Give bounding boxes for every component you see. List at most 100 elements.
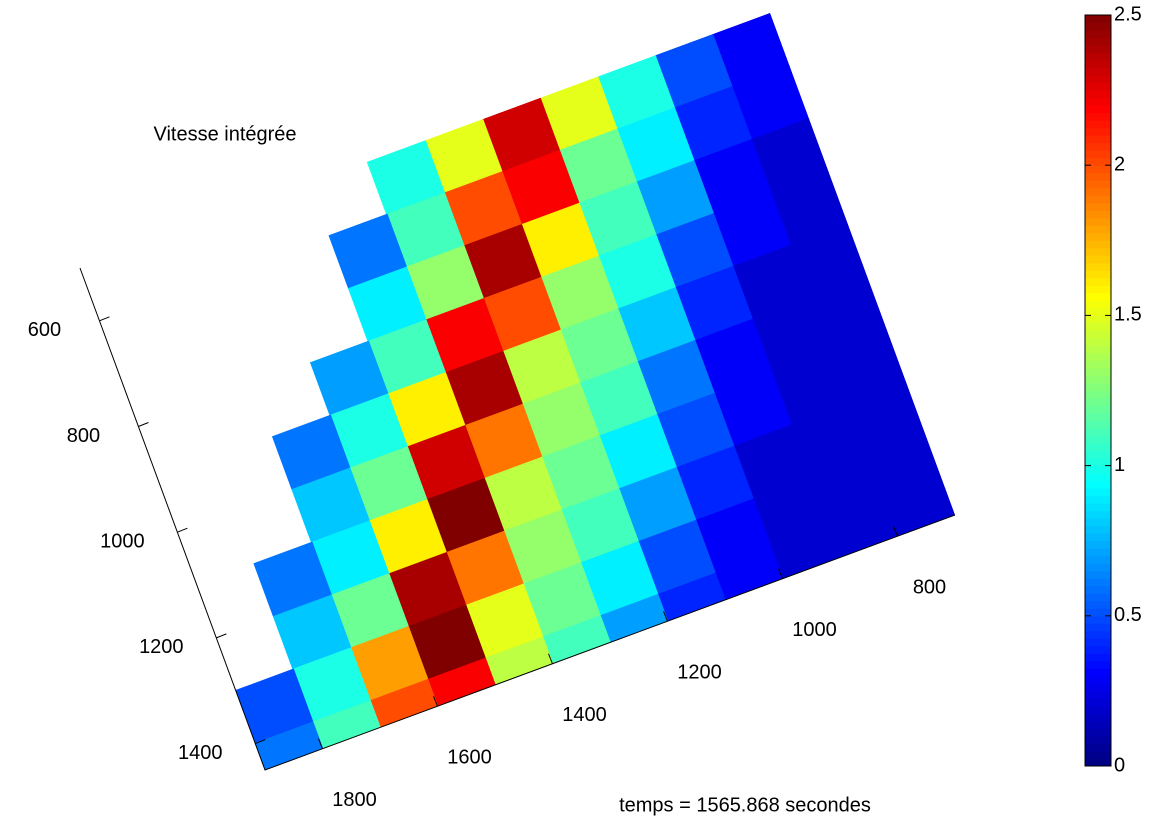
colorbar-swatch <box>1085 382 1111 391</box>
colorbar-swatch <box>1085 398 1111 407</box>
colorbar-tick-label: 2.5 <box>1114 3 1142 25</box>
colorbar-swatch <box>1085 60 1111 69</box>
colorbar-swatch <box>1085 172 1111 181</box>
colorbar-swatch <box>1085 525 1111 534</box>
colorbar-swatch <box>1085 420 1111 429</box>
colorbar-swatch <box>1085 75 1111 84</box>
colorbar-swatch <box>1085 585 1111 594</box>
colorbar-swatch <box>1085 473 1111 482</box>
colorbar-swatch <box>1085 240 1111 249</box>
x-tick <box>318 738 323 749</box>
colorbar-swatch <box>1085 465 1111 474</box>
y-tick <box>216 633 227 639</box>
colorbar-swatch <box>1085 67 1111 76</box>
colorbar-swatch <box>1085 142 1111 151</box>
colorbar-swatch <box>1085 653 1111 662</box>
colorbar-swatch <box>1085 518 1111 527</box>
colorbar-swatch <box>1085 615 1111 624</box>
colorbar-swatch <box>1085 90 1111 99</box>
colorbar-swatch <box>1085 435 1111 444</box>
x-tick-label: 1600 <box>447 747 492 769</box>
colorbar-swatch <box>1085 127 1111 136</box>
colorbar-swatch <box>1085 600 1111 609</box>
colorbar-swatch <box>1085 15 1111 24</box>
colorbar-swatch <box>1085 743 1111 752</box>
colorbar-swatch <box>1085 262 1111 271</box>
colorbar-swatch <box>1085 292 1111 301</box>
colorbar-swatch <box>1085 405 1111 414</box>
colorbar-swatch <box>1085 255 1111 264</box>
colorbar-swatch <box>1085 443 1111 452</box>
colorbar-swatch <box>1085 300 1111 309</box>
colorbar-swatch <box>1085 683 1111 692</box>
colorbar-swatch <box>1085 195 1111 204</box>
colorbar-swatch <box>1085 112 1111 121</box>
colorbar-swatch <box>1085 45 1111 54</box>
colorbar-swatch <box>1085 345 1111 354</box>
surface <box>234 13 955 770</box>
colorbar-swatch <box>1085 360 1111 369</box>
colorbar-swatch <box>1085 82 1111 91</box>
colorbar-swatch <box>1085 458 1111 467</box>
colorbar-swatch <box>1085 503 1111 512</box>
colorbar-swatch <box>1085 217 1111 226</box>
colorbar-swatch <box>1085 660 1111 669</box>
colorbar-swatch <box>1085 480 1111 489</box>
y-tick-label: 1200 <box>139 636 184 658</box>
colorbar-swatch <box>1085 285 1111 294</box>
colorbar-swatch <box>1085 120 1111 129</box>
colorbar-swatch <box>1085 30 1111 39</box>
colorbar-swatch <box>1085 750 1111 759</box>
colorbar-swatch <box>1085 428 1111 437</box>
colorbar-frame <box>1084 14 1112 767</box>
y-tick-label: 600 <box>28 319 61 341</box>
colorbar-swatch <box>1085 735 1111 744</box>
x-tick <box>433 696 438 707</box>
y-tick <box>138 422 149 427</box>
colorbar-tick-label: 1.5 <box>1114 304 1142 326</box>
x-tick <box>663 611 668 622</box>
colorbar-swatch <box>1085 555 1111 564</box>
colorbar-swatch <box>1085 488 1111 497</box>
colorbar-swatch <box>1085 608 1111 617</box>
colorbar-swatch <box>1085 623 1111 632</box>
colorbar-swatch <box>1085 390 1111 399</box>
y-tick <box>99 316 110 322</box>
colorbar-swatch <box>1085 593 1111 602</box>
colorbar-swatch <box>1085 668 1111 677</box>
colorbar-swatch <box>1085 352 1111 361</box>
colorbar-swatch <box>1085 105 1111 114</box>
colorbar-swatch <box>1085 307 1111 316</box>
y-tick-label: 1400 <box>178 742 223 764</box>
colorbar-swatch <box>1085 570 1111 579</box>
colorbar-swatch <box>1085 675 1111 684</box>
x-tick <box>893 526 898 537</box>
y-tick <box>177 527 188 533</box>
colorbar-swatch <box>1085 630 1111 639</box>
colorbar-tick-label: 1 <box>1114 454 1125 476</box>
colorbar-swatch <box>1085 638 1111 647</box>
colorbar-swatch <box>1085 97 1111 106</box>
colorbar-swatch <box>1085 330 1111 339</box>
y-tick-label: 800 <box>67 425 100 447</box>
colorbar-swatch <box>1085 450 1111 459</box>
colorbar-tick-label: 0.5 <box>1114 604 1142 626</box>
colorbar-swatch <box>1085 495 1111 504</box>
colorbar-swatch <box>1085 720 1111 729</box>
colorbar-swatch <box>1085 232 1111 241</box>
x-tick <box>548 653 553 664</box>
colorbar-swatch <box>1085 645 1111 654</box>
colorbar-swatch <box>1085 165 1111 174</box>
chart-title: Vitesse intégrée <box>153 123 296 145</box>
x-tick-label: 1800 <box>332 789 377 811</box>
colorbar-tick-label: 0 <box>1114 754 1125 776</box>
colorbar-swatch <box>1085 22 1111 31</box>
colorbar-swatch <box>1085 135 1111 144</box>
colorbar-swatch <box>1085 52 1111 61</box>
axis-line <box>79 267 956 771</box>
colorbar-swatch <box>1085 713 1111 722</box>
colorbar-swatch <box>1085 367 1111 376</box>
colorbar-tick-label: 2 <box>1114 153 1125 175</box>
colorbar-swatch <box>1085 247 1111 256</box>
